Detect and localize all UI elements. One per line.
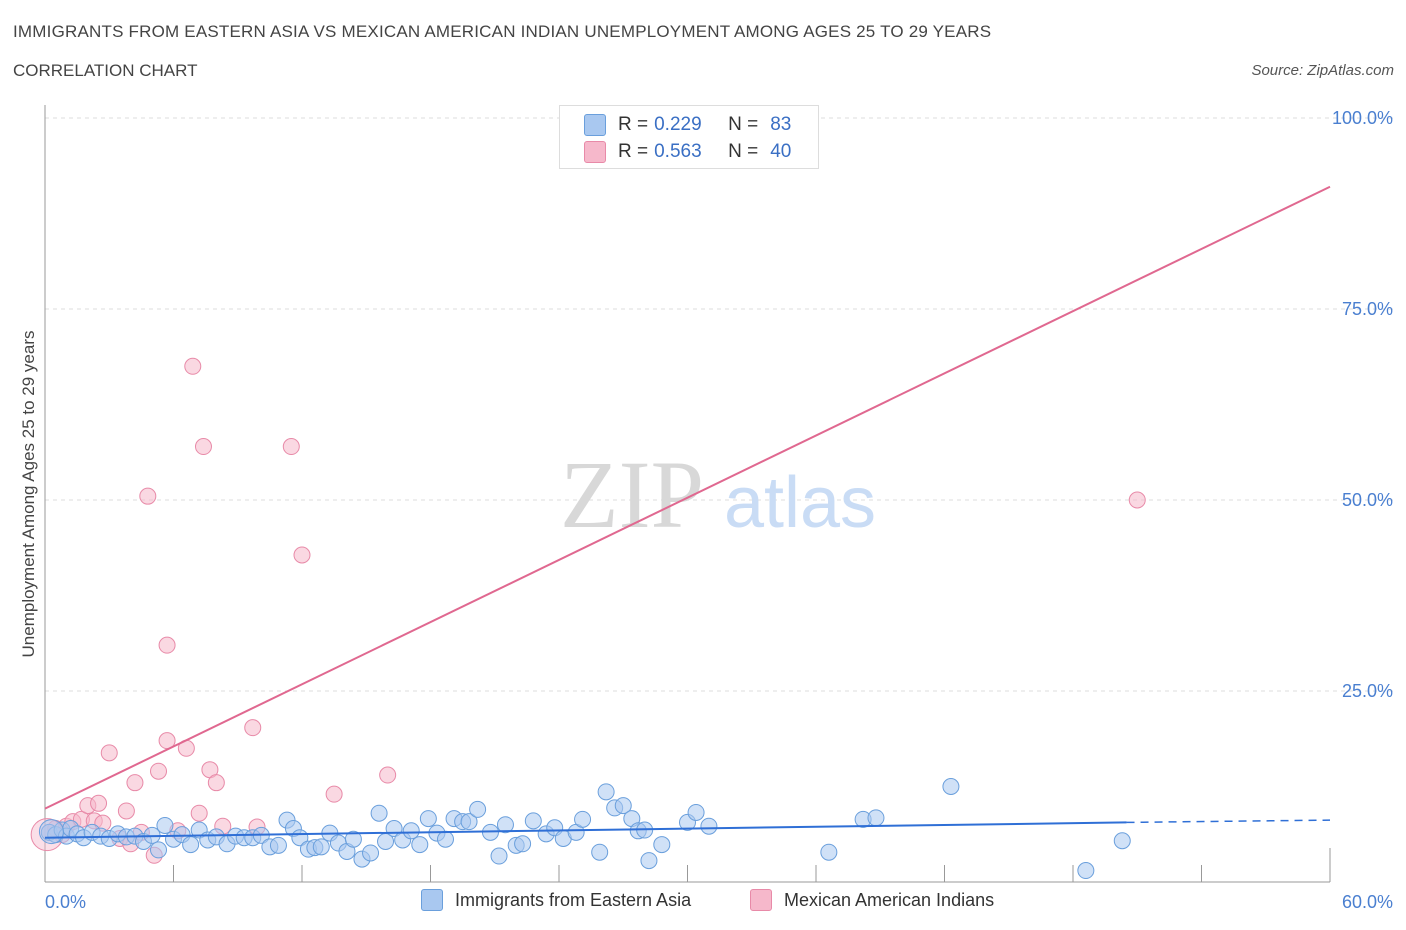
- blue-point: [411, 836, 429, 854]
- blue-point: [312, 838, 330, 856]
- y-tick-label: 75.0%: [1342, 299, 1393, 319]
- blue-point: [653, 836, 671, 854]
- blue-point: [436, 830, 454, 848]
- blue-point: [867, 809, 885, 827]
- series-immigrants-eastern-asia: [38, 778, 1131, 880]
- legend-r-value: 0.229: [654, 114, 702, 135]
- pink-point: [207, 774, 225, 792]
- blue-point: [490, 847, 508, 865]
- chart-title: IMMIGRANTS FROM EASTERN ASIA VS MEXICAN …: [13, 22, 992, 41]
- pink-point: [184, 357, 202, 375]
- blue-point: [687, 803, 705, 821]
- blue-point: [1113, 832, 1131, 850]
- bottom-legend-pink: Mexican American Indians: [750, 889, 994, 911]
- y-tick-label: 100.0%: [1332, 108, 1393, 128]
- correlation-legend: R = 0.229 N = 83 R = 0.563 N = 40: [559, 105, 819, 169]
- blue-point: [1077, 862, 1095, 880]
- blue-point: [640, 852, 658, 870]
- legend-row-pink: R = 0.563 N = 40: [584, 140, 791, 164]
- pink-point: [194, 438, 212, 456]
- pink-point: [150, 762, 168, 780]
- pink-point: [100, 744, 118, 762]
- legend-r-label: R =: [618, 141, 649, 162]
- blue-point: [591, 843, 609, 861]
- legend-n-label: N =: [728, 114, 759, 135]
- pink-trend-line: [44, 185, 1331, 810]
- pink-point: [293, 546, 311, 564]
- bottom-legend-swatch-pink: [750, 889, 772, 911]
- blue-point: [344, 830, 362, 848]
- y-axis-label: Unemployment Among Ages 25 to 29 years: [19, 331, 38, 658]
- pink-point: [282, 438, 300, 456]
- legend-swatch-blue: [584, 114, 606, 136]
- blue-point: [156, 816, 174, 834]
- legend-r-value: 0.563: [654, 141, 702, 162]
- blue-point: [597, 783, 615, 801]
- pink-point: [379, 766, 397, 784]
- blue-point: [700, 817, 718, 835]
- blue-point: [182, 836, 200, 854]
- pink-point: [126, 774, 144, 792]
- blue-point: [362, 844, 380, 862]
- legend-r-label: R =: [618, 114, 649, 135]
- chart-subtitle: CORRELATION CHART: [13, 61, 198, 80]
- blue-point: [514, 835, 532, 853]
- gridlines: [45, 117, 1395, 692]
- y-tick-labels: 100.0% 75.0% 50.0% 25.0%: [1332, 108, 1393, 701]
- blue-point: [419, 810, 437, 828]
- legend-n-value: 83: [770, 114, 792, 135]
- blue-point: [269, 836, 287, 854]
- blue-point: [614, 797, 632, 815]
- watermark-atlas: atlas: [724, 463, 876, 543]
- legend-row-blue: R = 0.229 N = 83: [584, 113, 791, 137]
- blue-point: [524, 812, 542, 830]
- bottom-legend-swatch-blue: [421, 889, 443, 911]
- trend-lines: [44, 185, 1331, 839]
- y-tick-label: 50.0%: [1342, 490, 1393, 510]
- zipatlas-watermark: ZIP atlas: [560, 441, 876, 548]
- pink-point: [117, 802, 135, 820]
- blue-trend-line: [44, 821, 1127, 839]
- bottom-legend-blue: Immigrants from Eastern Asia: [421, 889, 691, 911]
- blue-point: [574, 810, 592, 828]
- pink-point: [1128, 491, 1146, 509]
- blue-point: [370, 804, 388, 822]
- pink-point: [90, 794, 108, 812]
- pink-point: [158, 636, 176, 654]
- legend-n-value: 40: [770, 141, 792, 162]
- bottom-legend-label: Immigrants from Eastern Asia: [455, 889, 692, 910]
- watermark-zip: ZIP: [560, 441, 704, 548]
- pink-point: [325, 785, 343, 803]
- blue-trend-extension: [1126, 819, 1331, 824]
- blue-point: [496, 816, 514, 834]
- pink-point: [139, 487, 157, 505]
- source-credit: Source: ZipAtlas.com: [1251, 62, 1394, 79]
- pink-point: [190, 804, 208, 822]
- legend-n-label: N =: [728, 141, 759, 162]
- bottom-legend-label: Mexican American Indians: [784, 889, 995, 910]
- blue-point: [469, 800, 487, 818]
- y-tick-label: 25.0%: [1342, 681, 1393, 701]
- x-tick-min: 0.0%: [45, 892, 86, 912]
- blue-point: [150, 841, 168, 859]
- x-tick-max: 60.0%: [1342, 892, 1393, 912]
- axes: [44, 105, 1331, 883]
- pink-point: [244, 719, 262, 737]
- blue-point: [942, 778, 960, 795]
- legend-swatch-pink: [584, 141, 606, 163]
- blue-point: [460, 813, 478, 831]
- blue-cluster-point: [38, 819, 64, 845]
- blue-point: [820, 843, 838, 861]
- blue-point: [402, 822, 420, 840]
